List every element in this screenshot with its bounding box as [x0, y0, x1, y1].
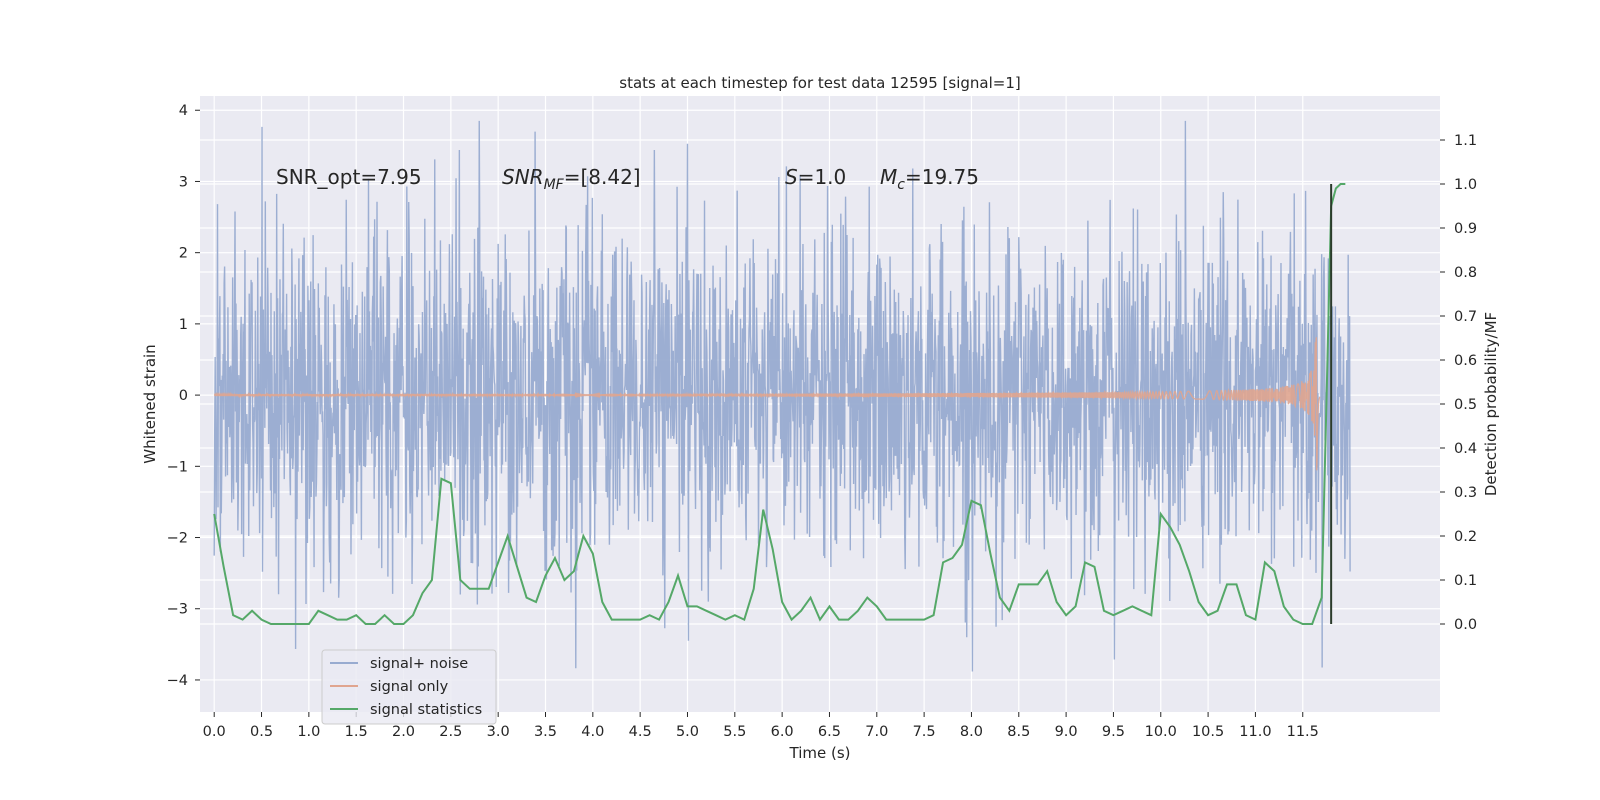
signal-statistics-line: [213, 183, 1346, 625]
x-tick-label: 0.5: [250, 724, 273, 740]
y-tick-label: −3: [167, 602, 188, 618]
x-axis-ticks: 0.0 0.5 1.0 1.5 2.0 2.5 3.0 3.5 4.0 4.5 5.0 5.5 6.0 6…: [203, 712, 1319, 740]
y-tick-label: −1: [167, 459, 188, 475]
y-tick-label: 4: [179, 103, 188, 119]
x-tick-label: 3.5: [534, 724, 557, 740]
x-axis-label: Time (s): [789, 744, 851, 762]
annotation-s-value: =1.0: [798, 165, 847, 189]
y2-tick-label: 0.9: [1454, 221, 1477, 237]
x-tick-label: 2.5: [439, 724, 462, 740]
y-tick-label: −2: [167, 531, 188, 547]
annotation-s: S=1.0: [785, 165, 846, 189]
x-tick-label: 11.0: [1239, 724, 1271, 740]
y2-axis-label: Detection probability/MF: [1482, 312, 1500, 496]
annotation-snr-mf-value: =[8.42]: [564, 165, 641, 189]
x-tick-label: 4.0: [581, 724, 604, 740]
y2-tick-label: 0.6: [1454, 353, 1477, 369]
series-signal-only: [213, 337, 1321, 471]
y2-tick-label: 0.7: [1454, 309, 1477, 325]
x-tick-label: 5.5: [723, 724, 746, 740]
annotation-snr-mf-subscript: MF: [544, 177, 565, 193]
series-signal-plus-noise: [213, 120, 1351, 672]
x-tick-label: 9.0: [1055, 724, 1078, 740]
y-tick-label: −4: [167, 673, 188, 689]
y2-axis-ticks: 1.1 1.0 0.9 0.8 0.7 0.6 0.5 0.4 0.3 0.2 0.1 0.0: [1440, 133, 1477, 633]
x-tick-label: 8.5: [1007, 724, 1030, 740]
y2-tick-label: 0.5: [1454, 397, 1477, 413]
x-tick-label: 9.5: [1102, 724, 1125, 740]
x-tick-label: 10.5: [1192, 724, 1224, 740]
y2-tick-label: 0.1: [1454, 573, 1477, 589]
legend-label-signal-statistics: signal statistics: [370, 702, 482, 718]
legend-label-signal-only: signal only: [370, 679, 449, 695]
annotation-mc: Mc=19.75: [880, 165, 979, 193]
x-tick-label: 11.5: [1287, 724, 1319, 740]
x-tick-label: 0.0: [203, 724, 226, 740]
series-signal-statistics: [213, 183, 1346, 625]
annotation-s-symbol: S: [785, 165, 798, 189]
annotation-snr-mf-symbol: SNR: [502, 165, 544, 189]
x-tick-label: 1.5: [345, 724, 368, 740]
legend-box: [321, 649, 497, 725]
y-tick-label: 1: [179, 317, 188, 333]
y2-tick-label: 1.1: [1454, 133, 1477, 149]
legend: signal+ noise signal only signal statist…: [321, 649, 497, 725]
annotation-mc-symbol: M: [880, 165, 897, 189]
signal-plus-noise-line: [213, 120, 1351, 672]
x-tick-label: 4.5: [629, 724, 652, 740]
signal-only-line: [213, 337, 1321, 471]
x-tick-label: 3.0: [487, 724, 510, 740]
y2-tick-label: 0.3: [1454, 485, 1477, 501]
x-tick-label: 6.5: [818, 724, 841, 740]
y2-tick-label: 0.8: [1454, 265, 1477, 281]
y-axis-label: Whitened strain: [141, 344, 159, 463]
y-tick-label: 2: [179, 246, 188, 262]
y-tick-label: 0: [179, 388, 188, 404]
x-tick-label: 6.0: [771, 724, 794, 740]
x-tick-label: 2.0: [392, 724, 415, 740]
y2-tick-label: 0.4: [1454, 441, 1477, 457]
x-tick-label: 1.0: [297, 724, 320, 740]
x-tick-label: 8.0: [960, 724, 983, 740]
annotation-mc-subscript: c: [897, 177, 905, 193]
x-tick-label: 10.0: [1145, 724, 1177, 740]
legend-label-signal-plus-noise: signal+ noise: [370, 656, 468, 672]
annotation-mc-value: =19.75: [905, 165, 979, 189]
annotation-snr-opt: SNR_opt=7.95: [276, 165, 422, 189]
y2-tick-label: 0.0: [1454, 617, 1477, 633]
y2-tick-label: 1.0: [1454, 177, 1477, 193]
x-tick-label: 5.0: [676, 724, 699, 740]
x-tick-label: 7.0: [865, 724, 888, 740]
annotation-snr-mf: SNRMF=[8.42]: [502, 165, 641, 193]
chart-title: stats at each timestep for test data 125…: [619, 74, 1020, 92]
y-tick-label: 3: [179, 174, 188, 190]
y2-tick-label: 0.2: [1454, 529, 1477, 545]
x-tick-label: 7.5: [913, 724, 936, 740]
y-axis-ticks: 4 3 2 1 0 −1 −2 −3 −4: [167, 103, 200, 689]
